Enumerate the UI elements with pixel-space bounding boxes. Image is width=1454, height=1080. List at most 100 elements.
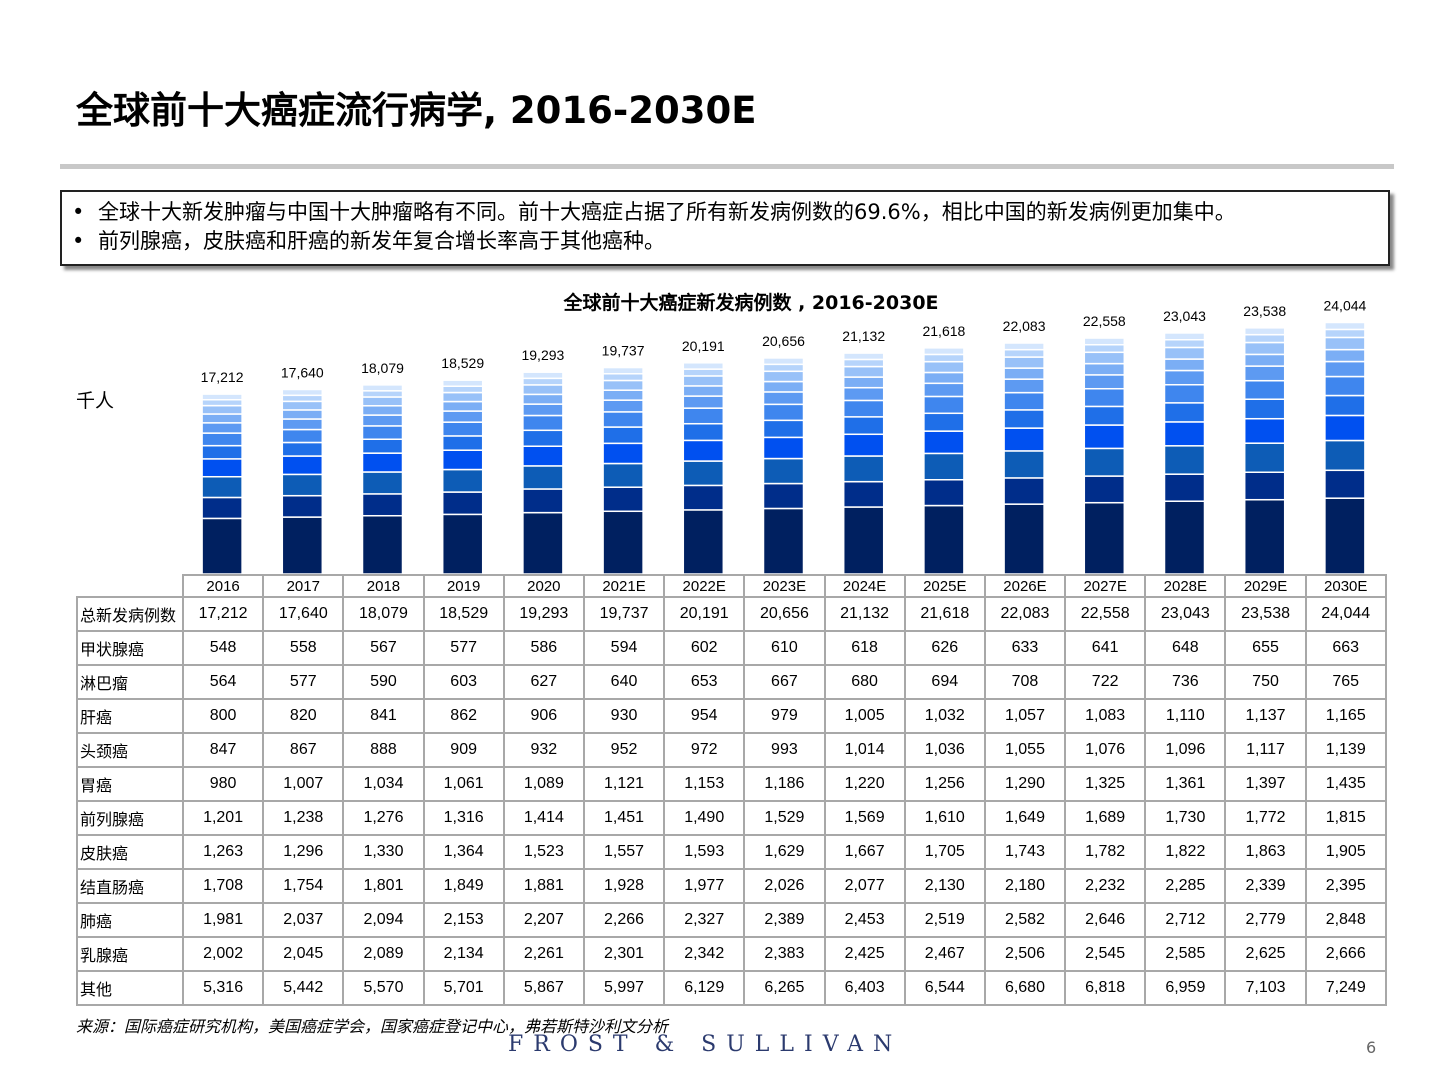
- table-cell: 1,981: [181, 902, 265, 938]
- bar-segment: [1324, 375, 1366, 397]
- bar-segment: [441, 468, 484, 493]
- table-cell: 17,212: [181, 596, 265, 632]
- table-cell: 22,083: [983, 596, 1067, 632]
- bar-segment: [1324, 439, 1366, 472]
- table-cell: 1,330: [342, 834, 425, 870]
- table-cell: 6,129: [663, 970, 746, 1006]
- bar-segment: [1163, 338, 1206, 349]
- bar-segment: [762, 357, 805, 366]
- bar-segment: [1243, 353, 1286, 367]
- summary-text: 前列腺癌，皮肤癌和肝癌的新发年复合增长率高于其他癌种。: [98, 229, 665, 253]
- table-cell: 2,180: [983, 868, 1067, 904]
- bar-segment: [201, 458, 243, 478]
- table-cell: 1,256: [903, 766, 986, 802]
- row-label: 淋巴瘤: [76, 664, 184, 700]
- bar-total-label: 20,191: [682, 338, 725, 354]
- table-cell: 577: [262, 664, 345, 700]
- table-cell: 6,959: [1144, 970, 1227, 1006]
- bar-segment: [1324, 469, 1366, 499]
- bar-total-label: 22,558: [1083, 313, 1126, 329]
- bar-segment: [1163, 332, 1206, 341]
- table-cell: 18,529: [422, 596, 505, 632]
- table-cell: 2,002: [181, 936, 265, 972]
- bar-segment: [1003, 342, 1045, 351]
- table-cell: 862: [422, 698, 505, 734]
- row-label: 甲状腺癌: [76, 630, 184, 666]
- table-cell: 1,451: [582, 800, 666, 836]
- table-cell: 708: [983, 664, 1067, 700]
- bar-segment: [441, 391, 484, 403]
- bar-segment: [842, 416, 885, 436]
- table-cell: 2,134: [422, 936, 505, 972]
- table-cell: 972: [663, 732, 746, 768]
- bar-segment: [441, 491, 484, 516]
- table-cell: 906: [502, 698, 585, 734]
- bar-segment: [682, 375, 725, 387]
- table-cell: 1,153: [663, 766, 746, 802]
- bar-segment: [1324, 394, 1366, 417]
- bar-segment: [842, 399, 885, 418]
- table-cell: 1,007: [262, 766, 345, 802]
- bar-segment: [1003, 409, 1045, 429]
- stacked-bar-chart: 17,212 17,640 18,079 18,529 19,293 19,737 20,1…: [201, 297, 1367, 575]
- bar-segment: [1163, 369, 1206, 386]
- bar-segment: [201, 404, 243, 415]
- bar-segment: [762, 419, 805, 439]
- table-header-cell: 2016: [181, 574, 265, 598]
- bar-segment: [1003, 378, 1045, 394]
- bar-segment: [842, 455, 885, 483]
- table-cell: 1,117: [1224, 732, 1307, 768]
- table-cell: 19,737: [582, 596, 666, 632]
- bar-segment: [522, 465, 564, 490]
- bar-segment: [281, 455, 324, 476]
- table-cell: 2,339: [1224, 868, 1307, 904]
- table-cell: 1,801: [342, 868, 425, 904]
- table-cell: 1,137: [1224, 698, 1307, 734]
- bar-segment: [1003, 348, 1045, 358]
- table-header-cell: 2027E: [1064, 574, 1147, 598]
- table-row: 头颈癌 847 867 888 909 932 952 972 993 1,014 1,036 1,0…: [76, 732, 1387, 768]
- bar-segment: [842, 480, 885, 508]
- table-cell: 954: [663, 698, 746, 734]
- bar-segment: [281, 441, 324, 457]
- table-cell: 952: [582, 732, 666, 768]
- table-cell: 1,296: [262, 834, 345, 870]
- bar-total-label: 18,079: [361, 360, 404, 376]
- bar-segment: [762, 482, 805, 510]
- bar-segment: [1083, 447, 1126, 477]
- bar-segment: [1243, 379, 1286, 400]
- bar-segment: [361, 390, 404, 398]
- table-cell: 2,130: [903, 868, 986, 904]
- table-cell: 2,266: [582, 902, 666, 938]
- table-cell: 1,881: [502, 868, 585, 904]
- table-cell: 694: [903, 664, 986, 700]
- bar-segment: [762, 370, 805, 383]
- bar-segment: [201, 422, 243, 434]
- bar-segment: [923, 504, 965, 575]
- table-cell: 558: [262, 630, 345, 666]
- bar-segment: [1243, 327, 1286, 336]
- table-cell: 1,076: [1064, 732, 1147, 768]
- table-cell: 603: [422, 664, 505, 700]
- table-cell: 932: [502, 732, 585, 768]
- table-cell: 1,705: [903, 834, 986, 870]
- table-cell: 7,103: [1224, 970, 1307, 1006]
- table-cell: 1,165: [1304, 698, 1387, 734]
- table-cell: 5,701: [422, 970, 505, 1006]
- table-row: 皮肤癌 1,263 1,296 1,330 1,364 1,523 1,557 1,593 1,…: [76, 834, 1387, 870]
- table-cell: 640: [582, 664, 666, 700]
- bar-segment: [281, 516, 324, 575]
- table-row: 总新发病例数 17,212 17,640 18,079 18,529 19,293 19,7…: [76, 596, 1387, 632]
- bar-segment: [281, 409, 324, 420]
- bar-segment: [923, 478, 965, 507]
- table-cell: 594: [582, 630, 666, 666]
- table-header-cell: 2026E: [983, 574, 1067, 598]
- bar-segment: [762, 403, 805, 422]
- bar-segment: [201, 398, 243, 407]
- table-row: 甲状腺癌 548 558 567 577 586 594 602 610 618 626 633 641…: [76, 630, 1387, 666]
- table-cell: 1,523: [502, 834, 585, 870]
- table-cell: 1,034: [342, 766, 425, 802]
- source-note: 来源：国际癌症研究机构，美国癌症学会，国家癌症登记中心，弗若斯特沙利文分析: [76, 1017, 669, 1036]
- bar-segment: [1163, 346, 1206, 360]
- bar-segment: [762, 507, 805, 575]
